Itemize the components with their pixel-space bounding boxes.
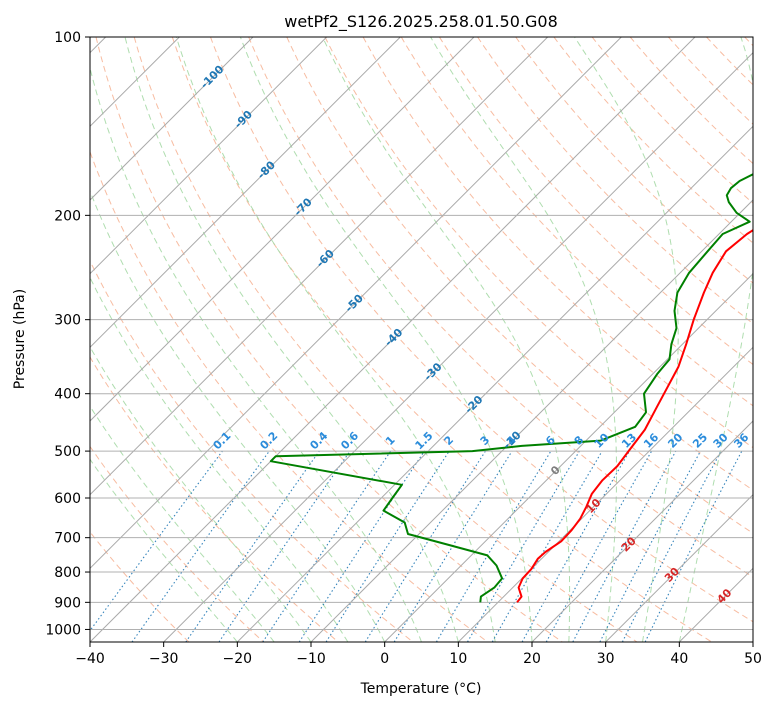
y-tick-label: 800	[54, 565, 81, 581]
x-tick-label: 10	[449, 651, 467, 667]
isotherm-line	[457, 346, 753, 642]
moist-adiabat	[322, 37, 571, 642]
moist-adiabat	[430, 37, 617, 642]
chart-title: wetPf2_S126.2025.258.01.50.G08	[284, 12, 558, 32]
isotherm-line	[90, 37, 328, 275]
isotherm-line	[752, 641, 753, 642]
mixing-ratio-line	[218, 450, 351, 642]
x-axis-ticks: −40 −30 −20 −10 0 10 20 30 40 50	[75, 642, 762, 667]
isotherm-line	[90, 37, 549, 496]
moist-adiabat	[90, 458, 238, 642]
moist-adiabat	[90, 65, 422, 642]
moist-adiabat	[124, 37, 459, 642]
dry-adiabat	[90, 356, 339, 642]
y-tick-label: 100	[54, 30, 81, 46]
dry-adiabat	[171, 37, 712, 642]
isotherm-line	[605, 493, 753, 642]
background-lines	[90, 37, 753, 642]
mixing-ratio-line	[545, 450, 653, 642]
isotherm-line	[531, 420, 753, 642]
dewpoint-profile	[269, 173, 753, 603]
moist-adiabat	[239, 37, 533, 642]
dry-adiabat	[400, 37, 753, 407]
dry-adiabat	[591, 37, 753, 204]
mixing-ratio-line	[131, 450, 270, 642]
y-tick-label: 300	[54, 313, 81, 329]
y-tick-label: 600	[54, 491, 81, 507]
moist-adiabat	[678, 37, 753, 642]
isotherm-line	[90, 37, 254, 201]
dry-adiabat	[286, 37, 753, 534]
y-axis-label: Pressure (hPa)	[12, 289, 28, 389]
y-tick-label: 400	[54, 387, 81, 403]
x-tick-label: −10	[296, 651, 326, 667]
isotherm-line	[310, 199, 753, 642]
y-tick-label: 500	[54, 444, 81, 460]
dry-adiabat	[553, 37, 753, 244]
mixing-ratio-line	[262, 450, 392, 642]
dry-adiabat	[90, 259, 414, 642]
plot-area	[90, 37, 753, 642]
sounding-profiles	[269, 173, 753, 603]
x-axis-label: Temperature (°C)	[360, 681, 482, 697]
mixing-ratio-line	[644, 450, 743, 642]
y-tick-label: 900	[54, 595, 81, 611]
mixing-ratio-line	[90, 450, 223, 632]
x-tick-label: −30	[149, 651, 179, 667]
mixing-ratio-line	[521, 450, 630, 642]
dry-adiabat	[90, 445, 264, 642]
temperature-profile	[516, 228, 753, 603]
x-tick-label: −40	[75, 651, 105, 667]
moist-adiabat	[90, 405, 275, 642]
y-tick-label: 200	[54, 208, 81, 224]
y-axis-ticks: 100 200 300 400 500 600 700 800 900 1000	[45, 30, 90, 638]
dry-adiabat	[324, 37, 753, 491]
dry-adiabat	[438, 37, 753, 366]
y-tick-label: 1000	[45, 622, 81, 638]
x-tick-label: 50	[744, 651, 762, 667]
moist-adiabat	[574, 37, 679, 642]
y-tick-label: 700	[54, 531, 81, 547]
isotherm-line	[90, 37, 401, 349]
moist-adiabat	[90, 189, 386, 642]
isotherm-line	[163, 51, 753, 642]
isotherm-line	[90, 37, 475, 422]
dry-adiabat	[248, 37, 753, 578]
mixing-ratio-line	[185, 450, 320, 642]
mixing-ratio-line	[393, 450, 513, 642]
dry-adiabat	[133, 37, 638, 642]
x-tick-label: 20	[523, 651, 541, 667]
x-tick-label: 30	[597, 651, 615, 667]
dry-adiabat	[210, 37, 753, 623]
x-tick-label: 40	[670, 651, 688, 667]
plot-frame	[89, 36, 754, 643]
moist-adiabat	[90, 276, 349, 642]
isotherm-line	[90, 37, 622, 570]
isotherm-line	[90, 37, 696, 642]
x-tick-label: −20	[223, 651, 253, 667]
x-tick-label: 0	[380, 651, 389, 667]
mixing-ratio-line	[325, 450, 450, 642]
moist-adiabat	[175, 37, 496, 642]
mixing-ratio-line	[572, 450, 677, 642]
isotherm-line	[236, 125, 753, 642]
